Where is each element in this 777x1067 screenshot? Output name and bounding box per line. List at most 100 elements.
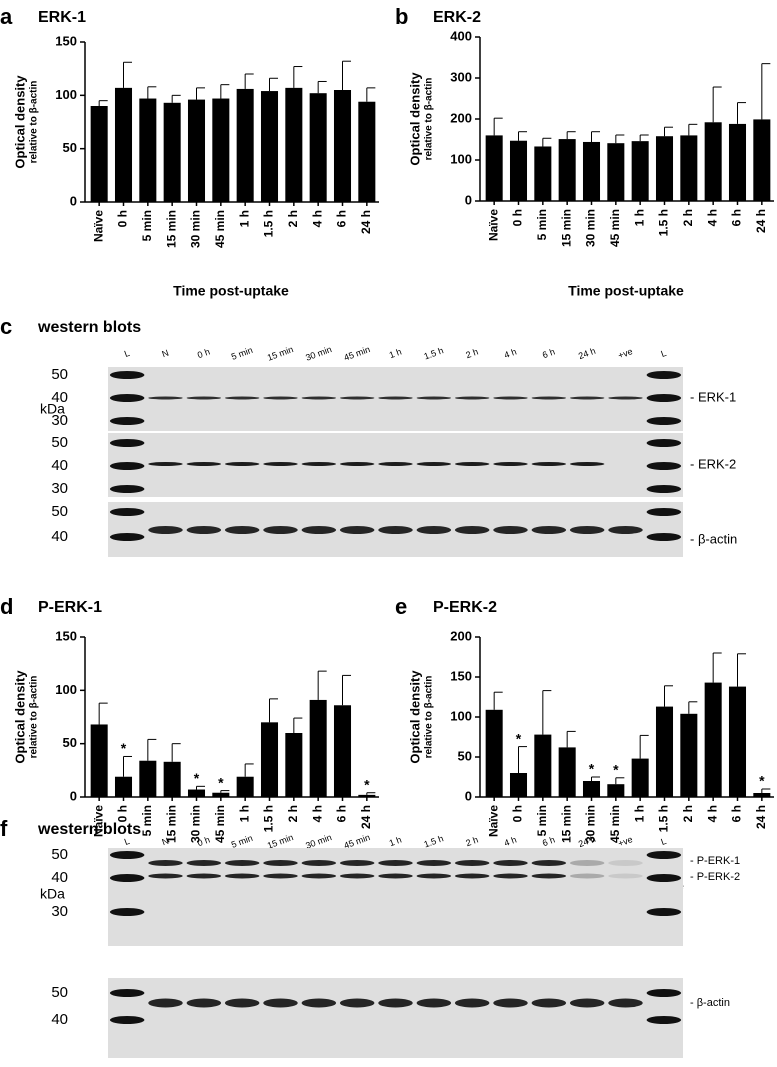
x-tick-label: 5 min	[535, 209, 549, 240]
error-bar	[615, 777, 625, 785]
bar	[704, 682, 722, 797]
protein-band	[263, 873, 298, 879]
x-tick-label: 24 h	[359, 210, 373, 234]
protein-band	[224, 396, 260, 400]
error-bar	[147, 86, 157, 99]
y-axis-sublabel: relative to β-actin	[29, 676, 40, 759]
protein-band	[301, 860, 337, 866]
error-bar	[366, 87, 376, 102]
error-bar	[269, 77, 279, 92]
marker-label: 40	[51, 457, 68, 474]
protein-band	[569, 396, 605, 400]
x-tick-label: 6 h	[335, 210, 349, 227]
significance-mark: *	[613, 762, 619, 778]
x-tick-label: 30 min	[584, 209, 598, 247]
protein-band	[148, 526, 183, 534]
x-tick-label: 30 min	[189, 805, 203, 843]
error-bar	[566, 730, 576, 748]
protein-band	[339, 462, 375, 466]
error-bar	[615, 134, 625, 144]
error-bar	[196, 87, 206, 100]
ladder-band	[646, 485, 682, 493]
bar	[753, 119, 771, 201]
error-bar	[639, 734, 649, 759]
bar	[212, 98, 230, 202]
ladder-band	[646, 439, 682, 447]
error-bar	[493, 691, 503, 710]
lane-label: 45 min	[343, 832, 372, 851]
ladder-band	[109, 394, 145, 402]
x-tick-label: 15 min	[164, 210, 178, 248]
bar	[704, 122, 722, 201]
error-bar	[761, 788, 771, 793]
y-axis-sublabel: relative to β-actin	[424, 676, 435, 759]
ladder-band	[646, 394, 682, 402]
lane-label: 6 h	[541, 835, 556, 849]
bar	[260, 91, 279, 202]
protein-band	[224, 998, 260, 1008]
ladder-band	[646, 462, 682, 470]
error-bar	[293, 717, 303, 733]
lane-label: N	[161, 348, 171, 360]
marker-label: 30	[51, 412, 68, 429]
error-bar	[317, 80, 327, 94]
y-tick-label: 0	[465, 788, 472, 803]
error-bar	[639, 134, 649, 142]
unit-label: kDa	[40, 886, 65, 902]
x-tick-label: 4 h	[310, 805, 324, 822]
bar	[236, 88, 254, 202]
bar	[485, 709, 503, 797]
error-bar	[171, 94, 181, 103]
bar	[114, 776, 133, 797]
protein-band	[569, 873, 605, 879]
protein-band	[148, 860, 183, 866]
protein-band	[263, 462, 298, 466]
y-axis-label: Optical density	[407, 72, 422, 166]
marker-label: 50	[51, 503, 68, 520]
error-bar	[98, 100, 108, 106]
y-tick-label: 400	[450, 28, 472, 43]
y-axis-label: Optical density	[407, 670, 422, 764]
bar	[485, 135, 503, 201]
bar	[309, 699, 327, 797]
protein-band	[416, 873, 452, 879]
ladder-band	[109, 1016, 145, 1024]
x-tick-label: 24 h	[754, 209, 768, 233]
error-bar	[196, 785, 206, 790]
bar	[631, 141, 649, 201]
y-tick-label: 150	[450, 668, 472, 683]
error-bar	[664, 685, 674, 707]
panel-title: western blots	[37, 821, 141, 838]
protein-band	[493, 526, 528, 534]
y-axis-label: Optical density	[12, 75, 27, 169]
y-tick-label: 100	[55, 682, 77, 697]
x-tick-label: 1 h	[237, 210, 251, 227]
significance-mark: *	[218, 774, 224, 790]
y-tick-label: 200	[450, 110, 472, 125]
protein-band	[339, 526, 375, 534]
chart-title: P-ERK-1	[38, 599, 102, 616]
error-bar	[737, 653, 747, 687]
protein-band	[186, 462, 222, 466]
error-bar	[591, 131, 601, 142]
ladder-band	[646, 989, 682, 997]
y-axis-label: Optical density	[12, 670, 27, 764]
bar	[509, 773, 528, 797]
x-tick-label: 5 min	[140, 210, 154, 241]
x-tick-label: 30 min	[189, 210, 203, 248]
error-bar	[244, 73, 254, 89]
marker-label: 50	[51, 366, 68, 383]
error-bar	[518, 746, 528, 773]
marker-label: 40	[51, 1011, 68, 1028]
protein-band	[454, 526, 490, 534]
significance-mark: *	[589, 761, 595, 777]
lane-label: 0 h	[196, 347, 211, 361]
protein-band	[531, 860, 567, 866]
lane-label: 30 min	[304, 344, 333, 363]
protein-band	[378, 860, 413, 866]
x-tick-label: 4 h	[705, 209, 719, 226]
ladder-band	[646, 908, 682, 916]
lane-label: L	[123, 348, 131, 359]
lane-label: 15 min	[266, 832, 295, 851]
error-bar	[98, 702, 108, 725]
